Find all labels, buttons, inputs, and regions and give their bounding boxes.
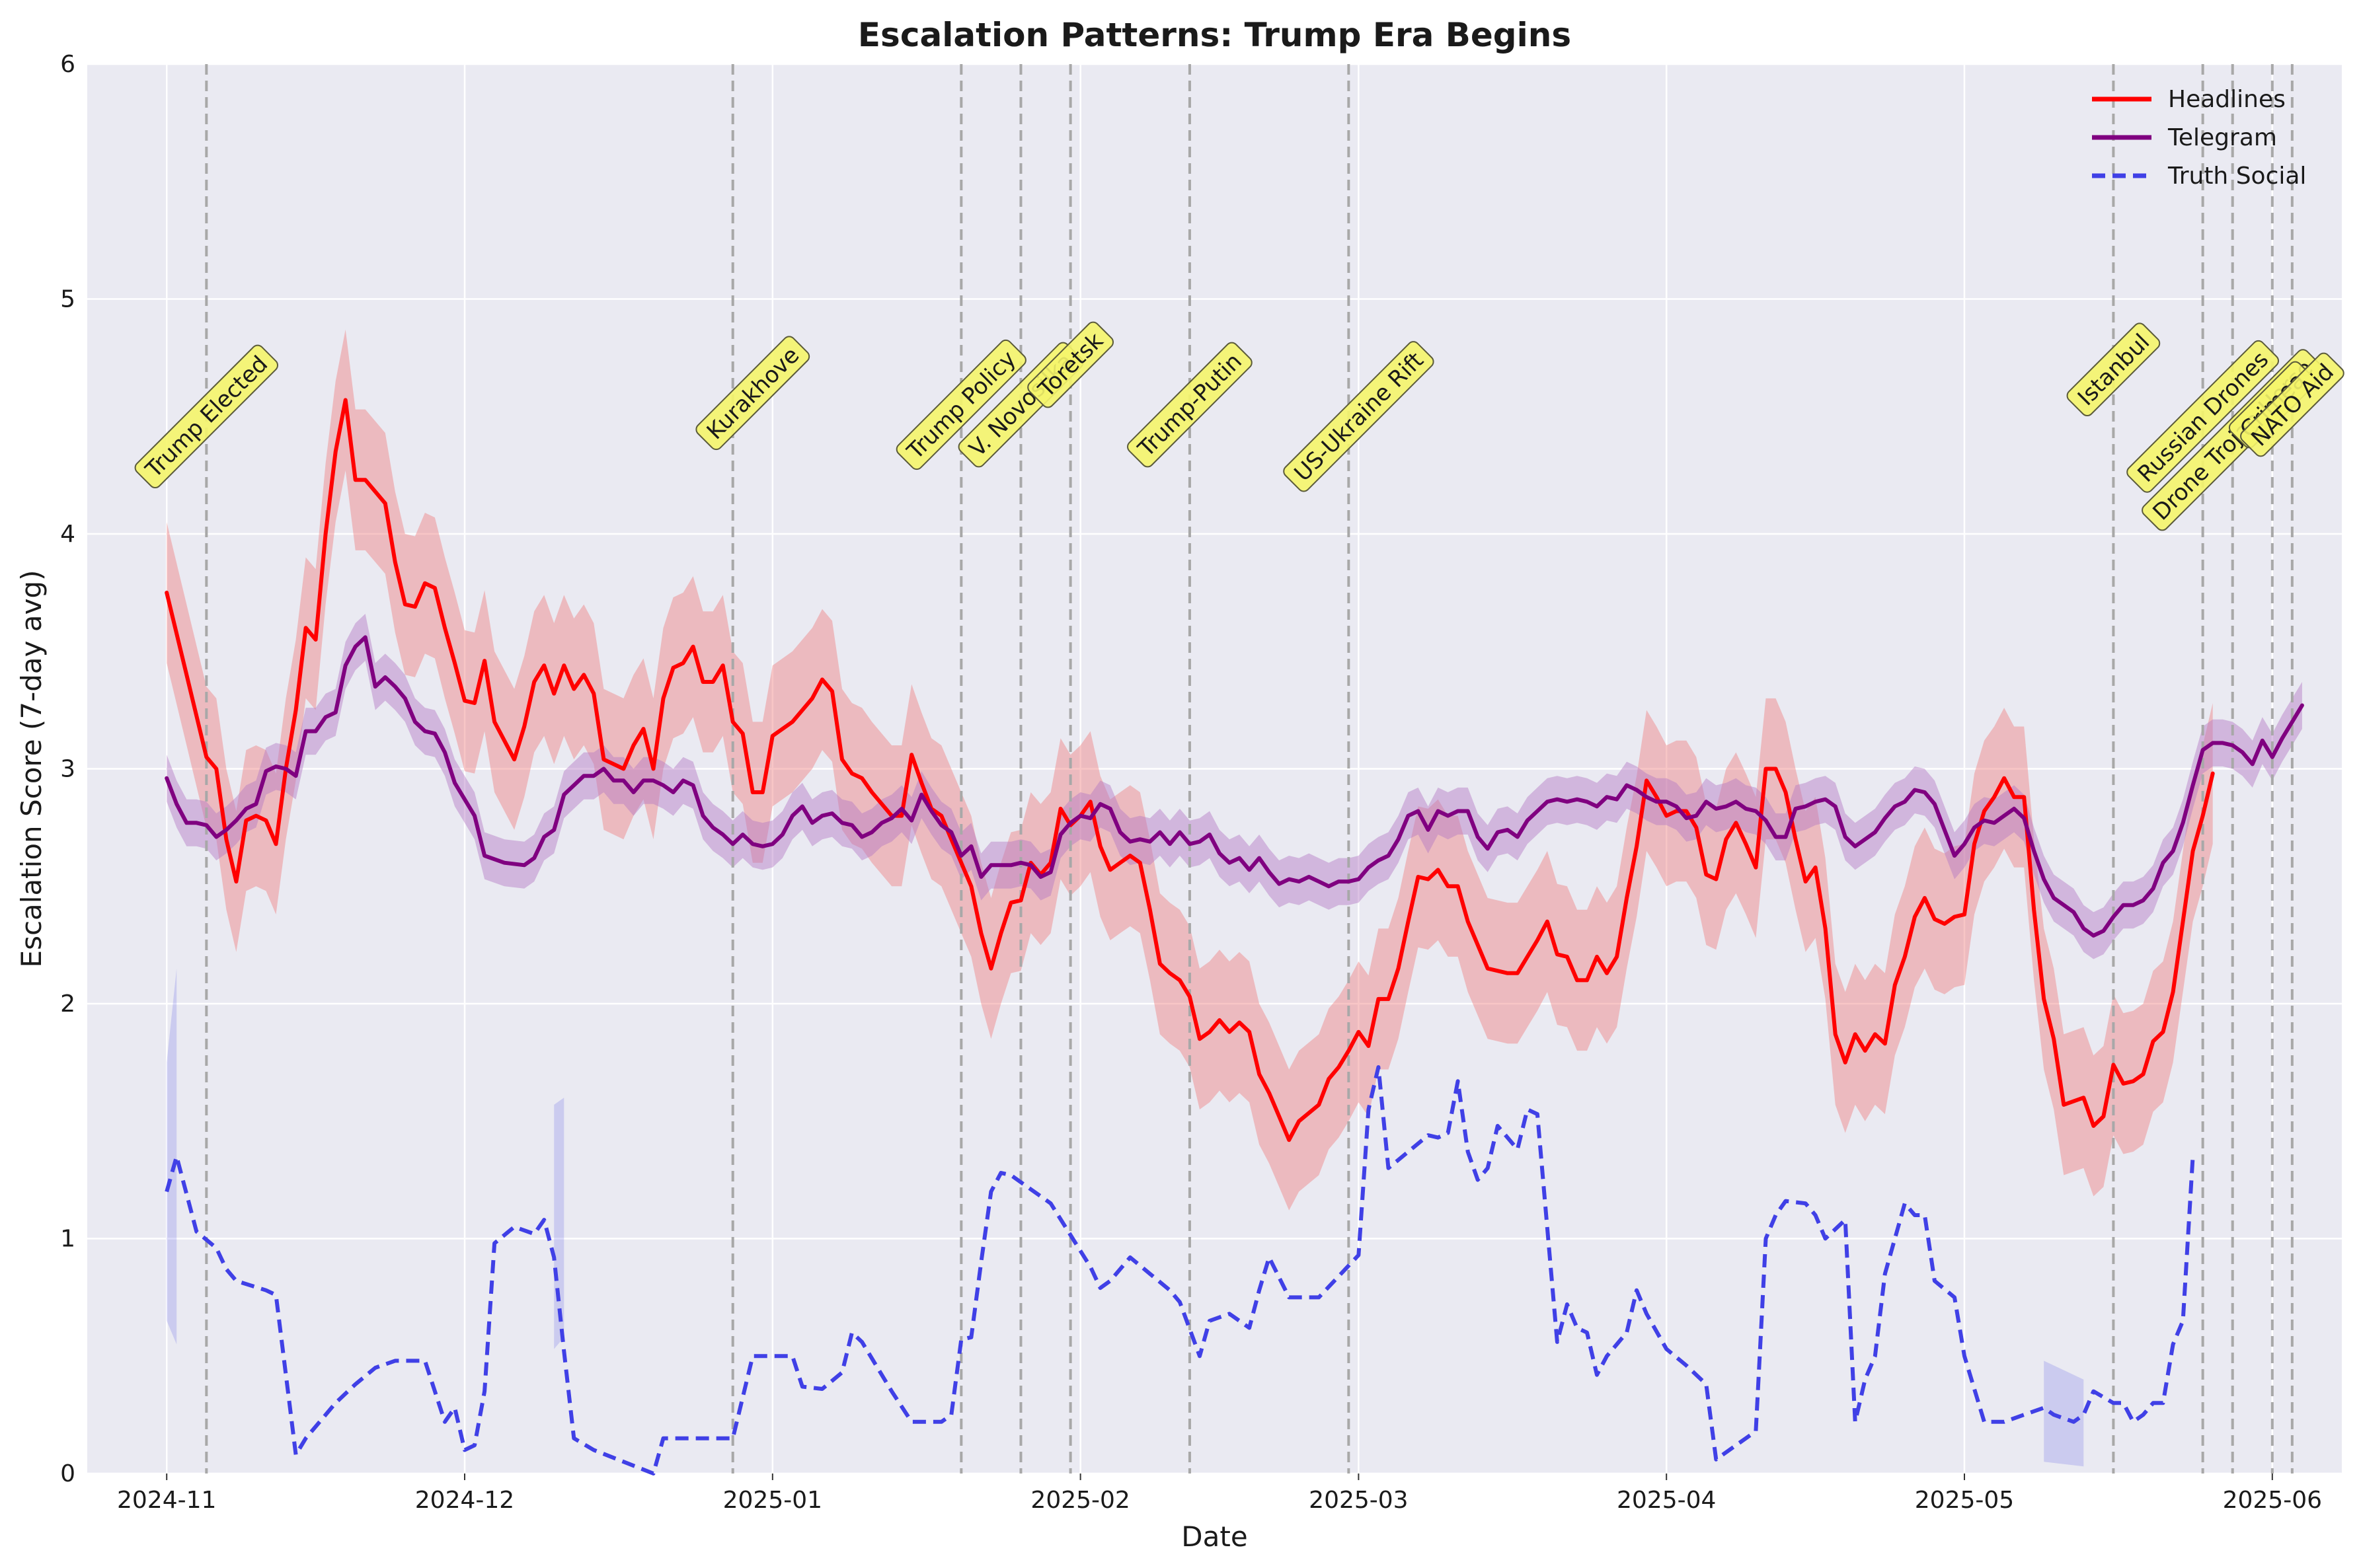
legend-label: Headlines <box>2168 86 2286 113</box>
event-label-box <box>2240 352 2344 457</box>
x-tick-label: 2025-01 <box>723 1487 822 1514</box>
series-lines <box>165 398 2304 1475</box>
series-line <box>165 398 2215 1142</box>
x-tick-label: 2025-06 <box>2223 1487 2322 1514</box>
confidence-bands <box>167 329 2302 1467</box>
y-tick-label: 5 <box>60 286 75 313</box>
event-label-box <box>134 344 279 489</box>
x-tick-label: 2024-12 <box>415 1487 514 1514</box>
legend: Headlines Telegram Truth Social <box>2092 86 2306 190</box>
event-label-box <box>896 339 1026 470</box>
x-tick-label: 2025-02 <box>1030 1487 1130 1514</box>
x-axis-title: Date <box>1181 1520 1247 1553</box>
event-label-box <box>2126 340 2279 493</box>
event-label-box <box>1027 321 1114 408</box>
y-tick-label: 0 <box>60 1460 75 1487</box>
x-tick-label: 2025-03 <box>1309 1487 1408 1514</box>
confidence-band <box>554 1098 564 1349</box>
y-axis-title: Escalation Score (7-day avg) <box>15 570 48 968</box>
y-tick-label: 3 <box>60 756 75 783</box>
legend-label: Telegram <box>2167 124 2277 151</box>
y-tick-label: 1 <box>60 1226 75 1253</box>
confidence-band <box>2044 1361 2084 1467</box>
confidence-band <box>167 613 2302 959</box>
x-tick-label: 2025-05 <box>1915 1487 2014 1514</box>
series-line <box>165 635 2304 938</box>
x-tick-label: 2024-11 <box>117 1487 216 1514</box>
y-tick-label: 2 <box>60 990 75 1018</box>
confidence-band <box>167 968 177 1345</box>
chart-title: Escalation Patterns: Trump Era Begins <box>858 16 1571 54</box>
legend-label: Truth Social <box>2167 163 2306 190</box>
y-tick-label: 4 <box>60 521 75 548</box>
event-label-box <box>1127 342 1253 468</box>
y-tick-label: 6 <box>60 51 75 78</box>
event-label-box <box>695 336 810 451</box>
gridlines <box>87 63 2342 1475</box>
series-line <box>165 1065 2195 1475</box>
event-label-box <box>1283 341 1434 492</box>
axis-ticks: 2024-11 2024-12 2025-01 2025-02 2025-03 2025-… <box>60 51 2322 1514</box>
event-label-box <box>2066 322 2161 417</box>
x-tick-label: 2025-04 <box>1617 1487 1716 1514</box>
confidence-band <box>167 329 2213 1211</box>
